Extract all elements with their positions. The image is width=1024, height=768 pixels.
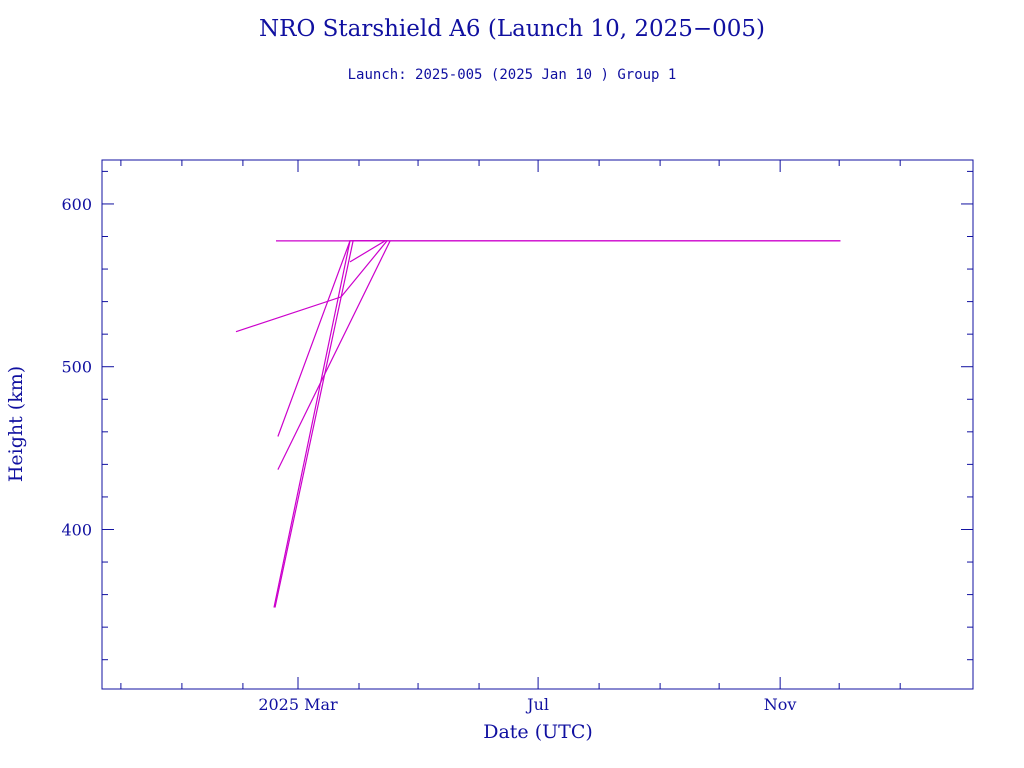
y-tick-label: 600: [61, 195, 92, 214]
chart-title: NRO Starshield A6 (Launch 10, 2025−005): [259, 16, 765, 42]
y-tick-label: 500: [61, 358, 92, 377]
x-axis-label: Date (UTC): [483, 721, 593, 743]
series-line-obj5: [274, 240, 389, 608]
y-tick-label: 400: [61, 520, 92, 539]
x-tick-label: Jul: [525, 695, 549, 714]
series-line-obj1: [235, 240, 841, 333]
series-line-obj3: [277, 240, 391, 470]
x-tick-label: 2025 Mar: [258, 695, 338, 714]
y-axis-label: Height (km): [5, 366, 27, 482]
chart-subtitle: Launch: 2025-005 (2025 Jan 10 ) Group 1: [347, 67, 677, 83]
x-tick-label: Nov: [764, 695, 797, 714]
plot-frame: [101, 159, 974, 690]
series-line-obj6: [349, 240, 386, 263]
